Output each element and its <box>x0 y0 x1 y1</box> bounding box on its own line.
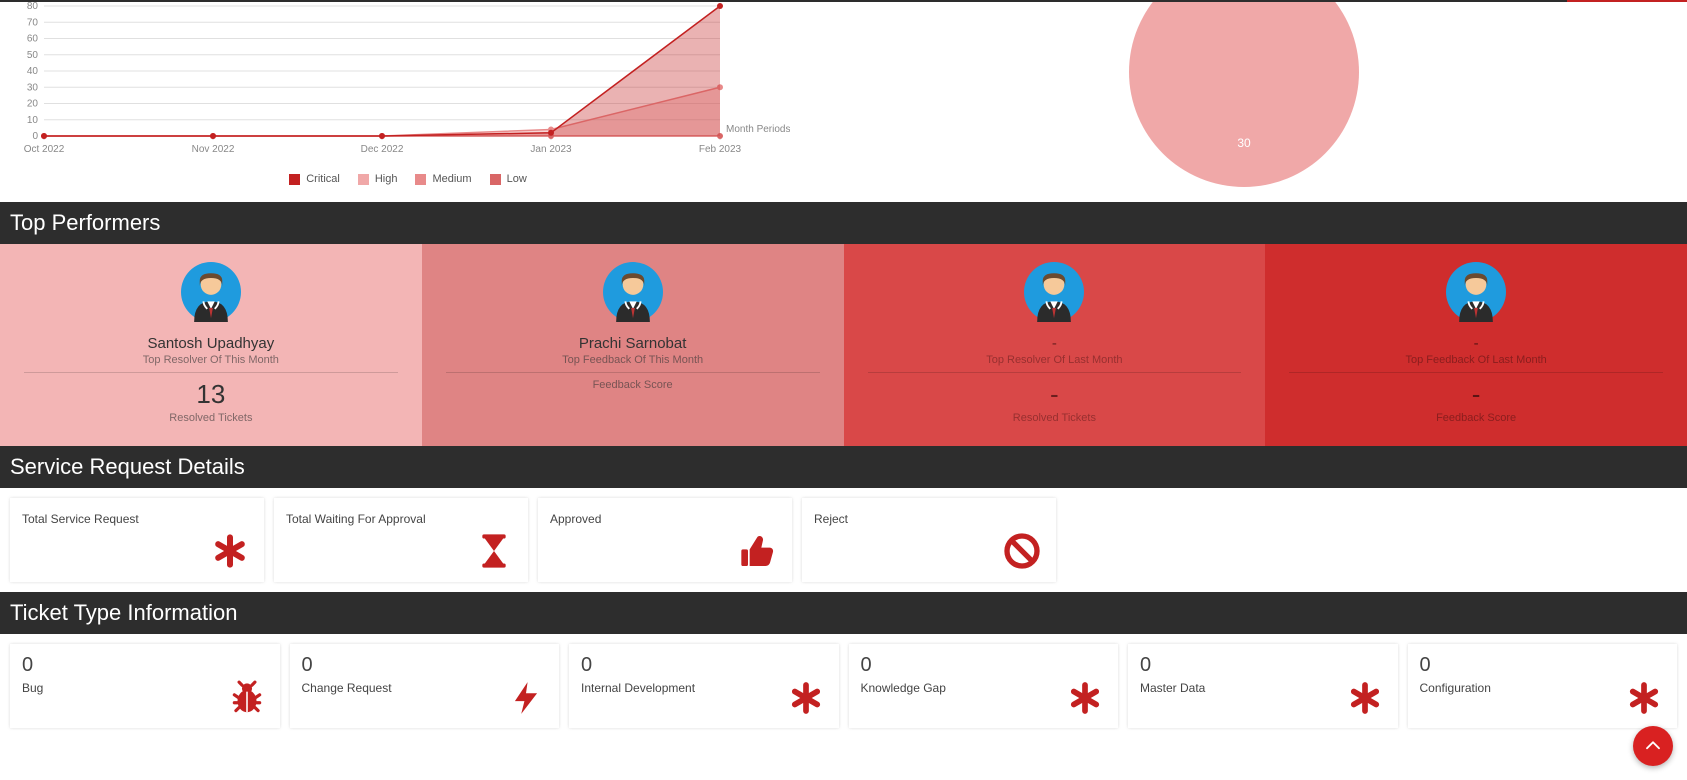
bug-icon <box>228 679 266 722</box>
ticket-type-card[interactable]: 0 Internal Development <box>569 644 839 728</box>
ticket-type-card[interactable]: 0 Bug <box>10 644 280 728</box>
asterisk-icon <box>1625 679 1663 722</box>
performer-name: - <box>854 335 1256 352</box>
avatar <box>854 262 1256 327</box>
section-title: Top Performers <box>10 210 160 235</box>
asterisk-icon <box>1066 679 1104 722</box>
legend-item: High <box>352 173 398 185</box>
performer-subtitle: Top Feedback Of This Month <box>432 354 834 366</box>
svg-text:30: 30 <box>27 82 39 93</box>
line-chart: 0 10 20 30 40 50 60 70 80 Oct 2022 Nov 2022 Dec 202… <box>0 2 800 185</box>
avatar <box>432 262 834 327</box>
ticket-count: 0 <box>1420 654 1666 677</box>
section-title: Ticket Type Information <box>10 600 237 625</box>
section-header-top-performers: Top Performers <box>0 202 1687 244</box>
top-performers-row: Santosh Upadhyay Top Resolver Of This Mo… <box>0 244 1687 446</box>
section-header-ticket-type: Ticket Type Information <box>0 592 1687 634</box>
ticket-type-card[interactable]: 0 Master Data <box>1128 644 1398 728</box>
svg-text:Month Periods: Month Periods <box>726 124 790 135</box>
card-label: Total Waiting For Approval <box>286 512 516 526</box>
svg-text:30: 30 <box>1237 136 1251 150</box>
card-label: Reject <box>814 512 1044 526</box>
service-request-card[interactable]: Reject <box>802 498 1056 582</box>
ban-icon <box>1002 531 1042 576</box>
performer-value: 13 <box>10 379 412 410</box>
ticket-count: 0 <box>1140 654 1386 677</box>
performer-subtitle: Top Resolver Of This Month <box>10 354 412 366</box>
svg-text:80: 80 <box>27 2 39 12</box>
ticket-type-row: 0 Bug 0 Change Request 0 Internal Develo… <box>0 634 1687 738</box>
avatar <box>1275 262 1677 327</box>
performer-value: - <box>1275 379 1677 410</box>
charts-row: 0 10 20 30 40 50 60 70 80 Oct 2022 Nov 2022 Dec 202… <box>0 2 1687 202</box>
service-request-card[interactable]: Total Service Request <box>10 498 264 582</box>
performer-card[interactable]: - Top Resolver Of Last Month - Resolved … <box>844 244 1266 446</box>
service-request-card[interactable]: Total Waiting For Approval <box>274 498 528 582</box>
service-request-card[interactable]: Approved <box>538 498 792 582</box>
performer-value: - <box>854 379 1256 410</box>
scroll-to-top-button[interactable] <box>1633 726 1673 766</box>
performer-value-label: Feedback Score <box>432 379 834 391</box>
bolt-icon <box>507 679 545 722</box>
ticket-type-card[interactable]: 0 Configuration <box>1408 644 1678 728</box>
svg-text:0: 0 <box>32 131 38 142</box>
svg-text:50: 50 <box>27 50 39 61</box>
thumbs-up-icon <box>738 531 778 576</box>
pie-chart: 30 <box>800 2 1687 202</box>
svg-text:Oct 2022: Oct 2022 <box>24 144 65 155</box>
performer-subtitle: Top Feedback Of Last Month <box>1275 354 1677 366</box>
asterisk-icon <box>787 679 825 722</box>
performer-value-label: Resolved Tickets <box>10 412 412 424</box>
svg-text:40: 40 <box>27 66 39 77</box>
avatar <box>10 262 412 327</box>
section-title: Service Request Details <box>10 454 245 479</box>
performer-name: Prachi Sarnobat <box>432 335 834 352</box>
svg-text:Nov 2022: Nov 2022 <box>192 144 235 155</box>
card-label: Approved <box>550 512 780 526</box>
legend-item: Low <box>484 173 527 185</box>
svg-text:20: 20 <box>27 99 39 110</box>
performer-subtitle: Top Resolver Of Last Month <box>854 354 1256 366</box>
performer-name: Santosh Upadhyay <box>10 335 412 352</box>
performer-card[interactable]: Prachi Sarnobat Top Feedback Of This Mon… <box>422 244 844 446</box>
legend-item: Critical <box>283 173 340 185</box>
svg-text:Jan 2023: Jan 2023 <box>530 144 572 155</box>
performer-name: - <box>1275 335 1677 352</box>
svg-text:Feb 2023: Feb 2023 <box>699 144 742 155</box>
chevron-up-icon <box>1644 737 1662 755</box>
svg-text:10: 10 <box>27 115 39 126</box>
line-chart-legend: Critical High Medium Low <box>10 173 800 185</box>
ticket-count: 0 <box>861 654 1107 677</box>
svg-text:70: 70 <box>27 17 39 28</box>
asterisk-icon <box>1346 679 1384 722</box>
performer-value-label: Resolved Tickets <box>854 412 1256 424</box>
ticket-count: 0 <box>302 654 548 677</box>
performer-card[interactable]: Santosh Upadhyay Top Resolver Of This Mo… <box>0 244 422 446</box>
asterisk-icon <box>210 531 250 576</box>
service-request-row: Total Service Request Total Waiting For … <box>0 488 1687 592</box>
section-header-service-request: Service Request Details <box>0 446 1687 488</box>
svg-text:Dec 2022: Dec 2022 <box>361 144 404 155</box>
hourglass-icon <box>474 531 514 576</box>
svg-text:60: 60 <box>27 34 39 45</box>
ticket-type-card[interactable]: 0 Knowledge Gap <box>849 644 1119 728</box>
ticket-count: 0 <box>581 654 827 677</box>
performer-value-label: Feedback Score <box>1275 412 1677 424</box>
ticket-type-card[interactable]: 0 Change Request <box>290 644 560 728</box>
ticket-count: 0 <box>22 654 268 677</box>
card-label: Total Service Request <box>22 512 252 526</box>
performer-card[interactable]: - Top Feedback Of Last Month - Feedback … <box>1265 244 1687 446</box>
legend-item: Medium <box>409 173 471 185</box>
